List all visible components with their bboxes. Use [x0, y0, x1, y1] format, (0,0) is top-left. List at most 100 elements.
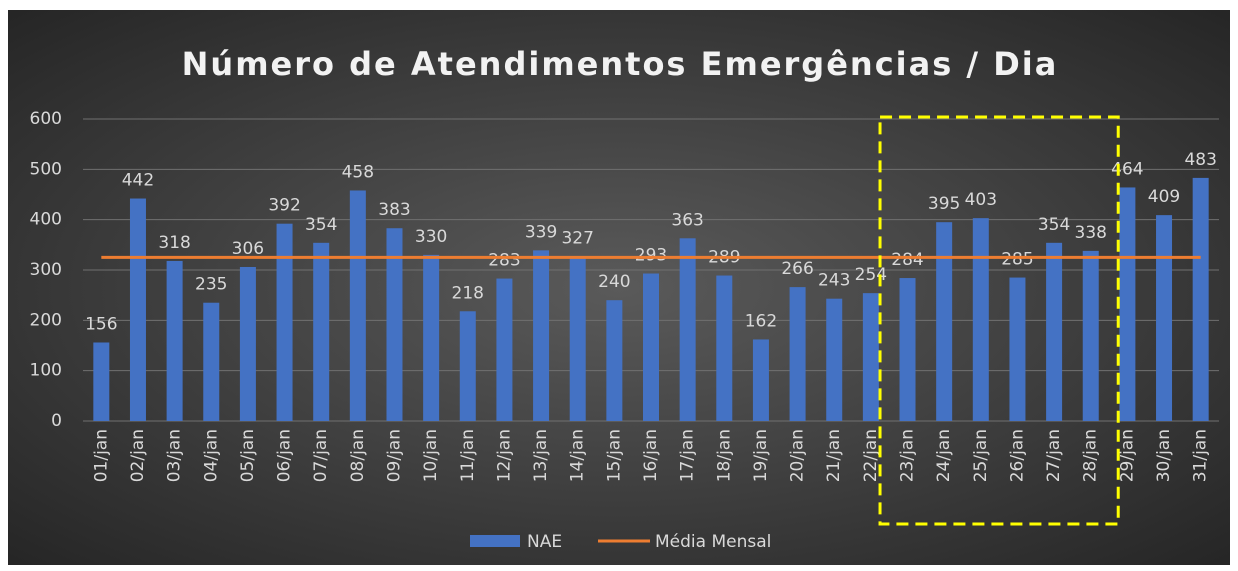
y-tick-label: 600	[30, 109, 62, 129]
bar	[826, 298, 843, 421]
bar	[899, 278, 916, 421]
x-tick-label: 13/jan	[531, 429, 551, 482]
data-label: 318	[158, 233, 190, 253]
data-label: 330	[415, 227, 447, 247]
data-label: 458	[342, 162, 374, 182]
x-tick-label: 28/jan	[1081, 429, 1101, 482]
bar	[643, 273, 659, 421]
data-label: 338	[1075, 223, 1107, 243]
x-tick-label: 08/jan	[348, 429, 368, 482]
data-label: 395	[928, 194, 960, 214]
x-tick-label: 26/jan	[1007, 429, 1027, 482]
x-tick-label: 23/jan	[898, 429, 918, 482]
x-tick-label: 29/jan	[1117, 429, 1137, 482]
data-label: 442	[122, 171, 154, 191]
x-tick-label: 16/jan	[641, 429, 661, 482]
data-label: 339	[525, 222, 557, 242]
bar	[569, 256, 586, 421]
legend-swatch	[470, 535, 520, 547]
x-tick-label: 25/jan	[971, 429, 991, 482]
data-label: 354	[305, 215, 337, 235]
bar	[349, 190, 366, 421]
data-label: 218	[452, 283, 484, 303]
bar	[1156, 215, 1173, 421]
bar	[936, 222, 953, 421]
y-tick-label: 300	[30, 260, 62, 280]
bar	[386, 228, 403, 421]
chart-background	[8, 10, 1230, 565]
x-tick-label: 14/jan	[568, 429, 588, 482]
x-tick-label: 11/jan	[458, 429, 478, 482]
bar	[313, 242, 330, 421]
bar	[1009, 277, 1026, 421]
bar	[276, 223, 293, 421]
bar	[459, 311, 476, 421]
x-tick-label: 12/jan	[494, 429, 514, 482]
data-label: 409	[1148, 187, 1180, 207]
x-tick-label: 15/jan	[604, 429, 624, 482]
x-tick-label: 30/jan	[1154, 429, 1174, 482]
x-tick-label: 05/jan	[238, 429, 258, 482]
bar	[606, 300, 623, 421]
highlight-box	[878, 115, 1120, 526]
data-label: 284	[891, 250, 923, 270]
bar	[533, 250, 550, 421]
chart-title: Número de Atendimentos Emergências / Dia	[182, 45, 1059, 83]
data-label: 464	[1111, 159, 1143, 179]
bar	[166, 260, 183, 421]
data-label: 293	[635, 246, 667, 266]
x-tick-label: 22/jan	[861, 429, 881, 482]
bar	[679, 238, 696, 421]
data-label: 403	[965, 190, 997, 210]
x-tick-label: 21/jan	[824, 429, 844, 482]
data-label: 354	[1038, 215, 1070, 235]
x-tick-label: 24/jan	[934, 429, 954, 482]
bar	[1119, 187, 1136, 421]
x-tick-label: 03/jan	[165, 429, 185, 482]
x-tick-label: 17/jan	[678, 429, 698, 482]
bar	[239, 266, 256, 421]
data-label: 243	[818, 271, 850, 291]
data-label: 254	[855, 265, 887, 285]
x-tick-label: 01/jan	[91, 429, 111, 482]
bar	[129, 198, 146, 421]
bar	[862, 293, 879, 421]
bar	[789, 287, 806, 421]
x-tick-label: 31/jan	[1191, 429, 1211, 482]
x-tick-label: 09/jan	[384, 429, 404, 482]
x-tick-label: 19/jan	[751, 429, 771, 482]
bar	[203, 302, 220, 421]
data-label: 240	[598, 272, 630, 292]
data-label: 363	[671, 210, 703, 230]
data-label: 156	[85, 314, 117, 334]
data-label: 285	[1001, 250, 1033, 270]
y-tick-label: 0	[51, 411, 62, 431]
x-tick-label: 18/jan	[714, 429, 734, 482]
bar	[972, 218, 989, 421]
x-tick-label: 27/jan	[1044, 429, 1064, 482]
bar	[1046, 242, 1063, 421]
x-tick-label: 06/jan	[275, 429, 295, 482]
x-tick-label: 02/jan	[128, 429, 148, 482]
data-label: 266	[781, 259, 813, 279]
bar	[93, 342, 110, 421]
data-label: 306	[232, 239, 264, 259]
data-label: 327	[561, 228, 593, 248]
bar	[716, 275, 733, 421]
y-tick-label: 500	[30, 159, 62, 179]
legend-label: NAE	[527, 532, 562, 552]
data-label: 235	[195, 275, 227, 295]
bar	[423, 254, 440, 421]
bar	[1192, 177, 1209, 421]
bar	[1082, 250, 1099, 421]
data-label: 162	[745, 311, 777, 331]
y-tick-label: 200	[30, 310, 62, 330]
y-tick-label: 100	[30, 361, 62, 381]
x-tick-label: 04/jan	[201, 429, 221, 482]
data-label: 392	[268, 196, 300, 216]
x-tick-label: 10/jan	[421, 429, 441, 482]
data-label: 283	[488, 251, 520, 271]
bar	[752, 339, 769, 421]
y-tick-label: 400	[30, 210, 62, 230]
